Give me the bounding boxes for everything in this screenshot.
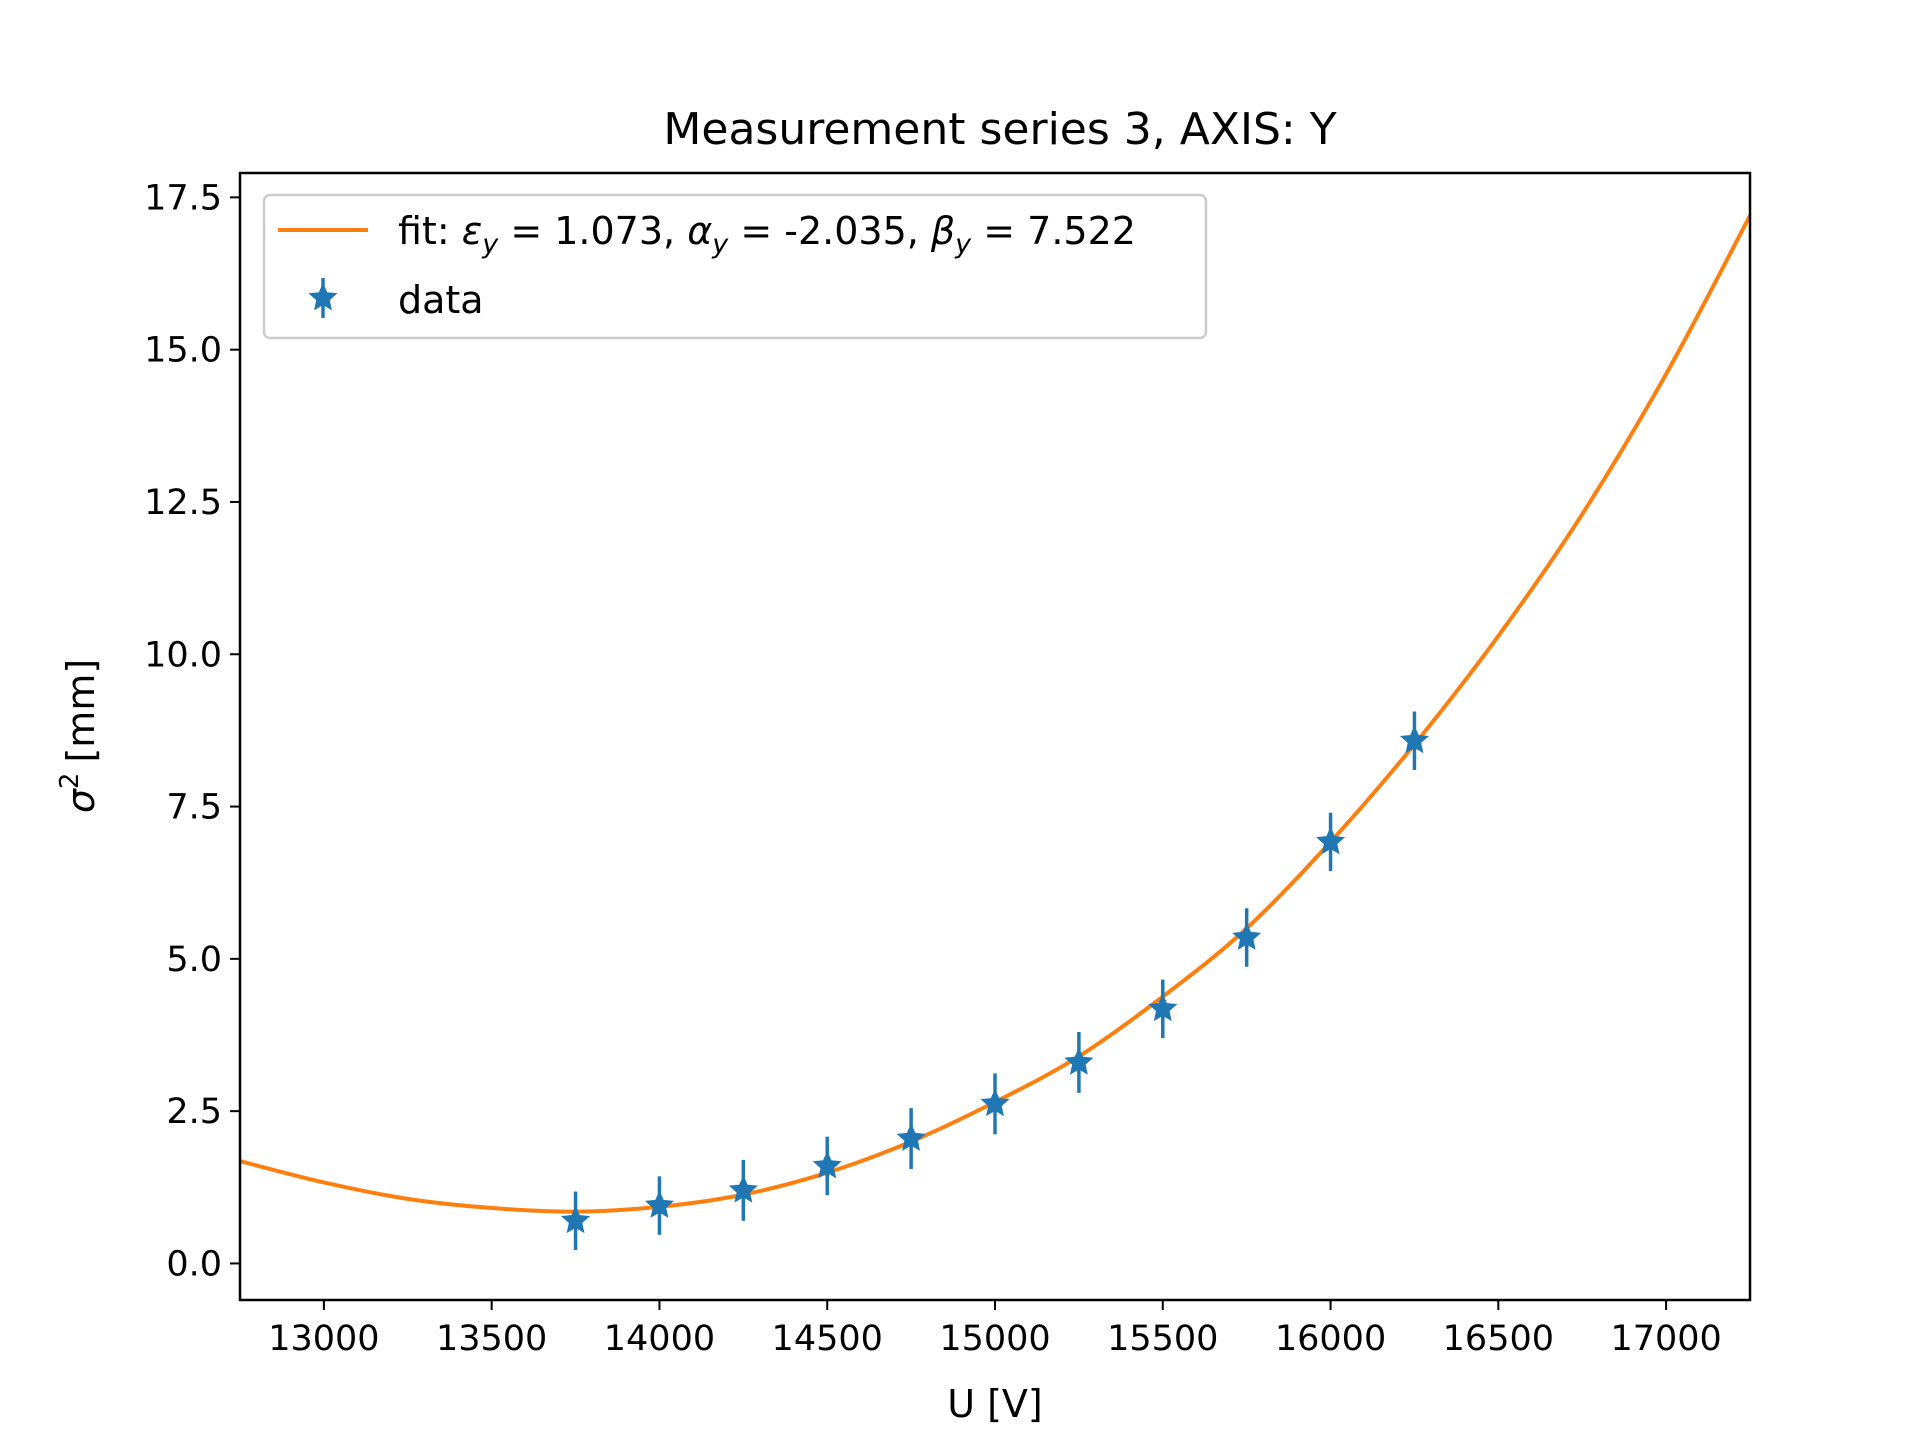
data-point (1148, 993, 1178, 1022)
legend-data-swatch (308, 278, 338, 318)
x-tick-label: 13000 (268, 1319, 379, 1359)
data-point (896, 1123, 926, 1151)
data-point (1316, 826, 1346, 855)
legend-fit-label-part: α (687, 209, 712, 253)
legend-fit-label-part: ε (462, 209, 483, 253)
x-tick-label: 14500 (772, 1319, 883, 1359)
y-axis: 0.0 2.5 5.0 7.5 10.0 12.5 15.0 17.5 (144, 178, 240, 1284)
chart-title: Measurement series 3, AXIS: Y (663, 104, 1336, 155)
x-tick-label: 14000 (604, 1319, 715, 1359)
y-tick-label: 7.5 (166, 788, 222, 828)
y-tick-label: 10.0 (144, 635, 222, 675)
y-axis-label-superscript: 2 (55, 773, 85, 790)
svg-text:σ2[mm]: σ2 [mm] (55, 659, 103, 813)
y-tick-label: 15.0 (144, 331, 222, 371)
data-point (812, 1150, 842, 1179)
data-point (644, 1190, 674, 1218)
x-axis: 13000 13500 14000 14500 15000 15500 16000 16500… (268, 1300, 1722, 1359)
data-point (1232, 922, 1262, 950)
data-point (1399, 725, 1429, 754)
fit-line (240, 214, 1750, 1214)
legend: fit: εy = 1.073, αy = -2.035, βy = 7.522… (262, 193, 1208, 340)
legend-data-star (308, 282, 338, 311)
y-axis-label-symbol: σ (59, 787, 103, 813)
legend-fit-label-part: y (954, 229, 972, 260)
legend-box (262, 193, 1208, 340)
x-tick-label: 17000 (1610, 1319, 1721, 1359)
data-point (1064, 1047, 1094, 1075)
y-tick-label: 12.5 (144, 483, 222, 523)
legend-fit-label-part: = 7.522 (971, 209, 1136, 253)
legend-fit-label-part: y (481, 229, 499, 260)
y-tick-label: 5.0 (166, 940, 222, 980)
x-tick-label: 16000 (1275, 1319, 1386, 1359)
legend-fit-label-part: β (930, 209, 955, 253)
data-point (561, 1205, 591, 1234)
y-axis-label: σ2 [mm] (55, 659, 103, 813)
legend-data-label: data (398, 278, 484, 322)
plot-area (240, 214, 1750, 1251)
y-tick-label: 0.0 (166, 1244, 222, 1284)
legend-fit-label-part: = 1.073, (498, 209, 687, 253)
y-axis-label-text: [mm] (59, 659, 103, 763)
y-tick-label: 2.5 (166, 1092, 222, 1132)
legend-fit-label-part: fit: (398, 209, 462, 253)
legend-fit-label-part: y (711, 229, 729, 260)
legend-fit-label-part: = -2.035, (728, 209, 931, 253)
data-point (980, 1088, 1010, 1117)
x-axis-label: U [V] (947, 1382, 1043, 1426)
y-tick-label: 17.5 (144, 178, 222, 218)
x-tick-label: 15000 (939, 1319, 1050, 1359)
data-point (728, 1175, 758, 1203)
legend-fit-label: fit: εy = 1.073, αy = -2.035, βy = 7.522 (398, 209, 1136, 260)
x-tick-label: 15500 (1107, 1319, 1218, 1359)
x-tick-label: 13500 (436, 1319, 547, 1359)
x-tick-label: 16500 (1443, 1319, 1554, 1359)
